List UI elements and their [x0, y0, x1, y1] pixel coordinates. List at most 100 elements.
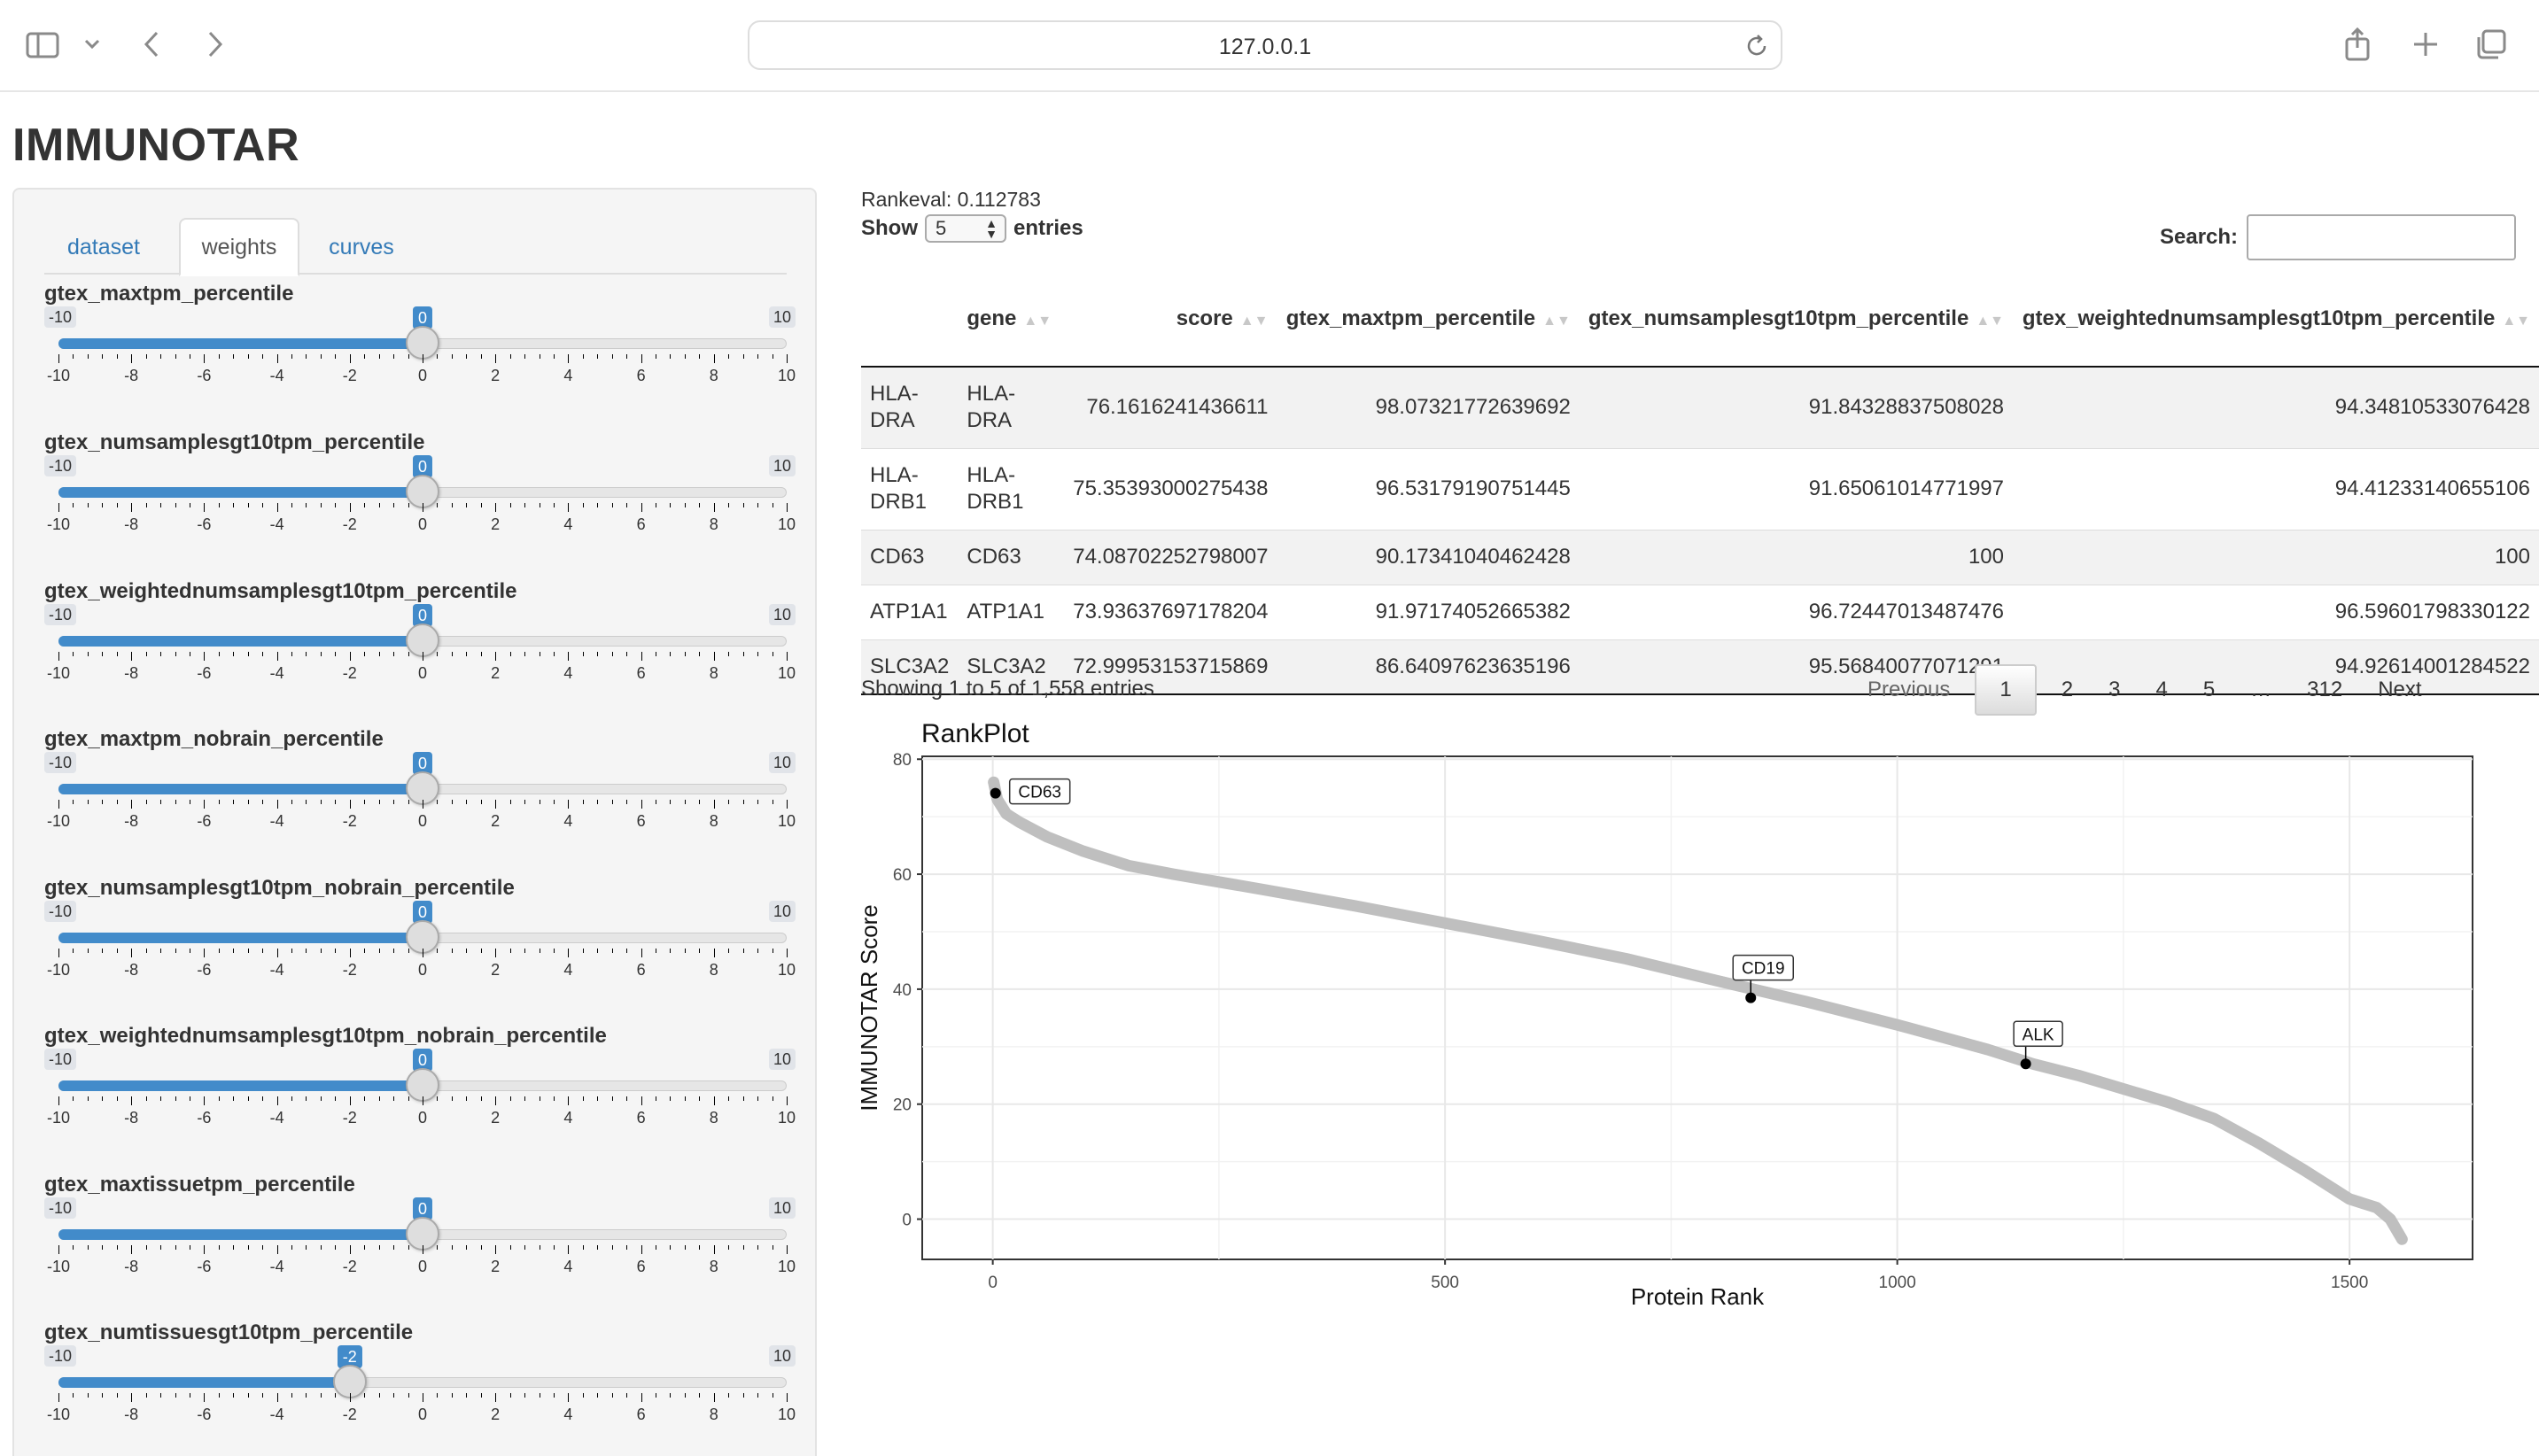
- next-button[interactable]: Next: [2378, 678, 2422, 701]
- slider-tick-label: 10: [777, 1109, 796, 1127]
- tab-dataset[interactable]: dataset: [66, 234, 140, 259]
- slider-minor-tick: [306, 1393, 307, 1398]
- slider-minor-tick: [262, 1096, 264, 1101]
- slider-tick-label: 10: [777, 812, 796, 830]
- slider-minor-tick: [699, 949, 701, 953]
- slider-tick-label: 4: [563, 367, 573, 384]
- page-button-2[interactable]: 2: [2061, 678, 2074, 701]
- slider-tick-label: 8: [709, 515, 718, 533]
- slider-minor-tick: [437, 652, 439, 656]
- reload-icon[interactable]: [1743, 33, 1770, 59]
- slider-fill: [58, 1377, 350, 1388]
- slider-ticks: -10 -8 -6 -4 -2 0 2 4 6 8 10: [47, 949, 796, 984]
- slider-major-tick: [568, 1393, 570, 1402]
- slider-major-tick: [568, 652, 570, 661]
- slider-handle[interactable]: [406, 1217, 439, 1251]
- slider-minor-tick: [466, 354, 468, 359]
- tab-weights[interactable]: weights: [179, 218, 299, 276]
- slider-minor-tick: [480, 1245, 482, 1250]
- slider-handle[interactable]: [406, 1068, 439, 1102]
- new-tab-icon[interactable]: [2410, 28, 2442, 60]
- slider-minor-tick: [116, 1096, 118, 1101]
- table-row[interactable]: CD63 CD63 74.08702252798007 90.173410404624…: [861, 529, 2539, 585]
- slider-minor-tick: [757, 503, 759, 507]
- slider-minor-tick: [364, 1393, 366, 1398]
- highlight-label-box: [1008, 778, 1071, 805]
- slider-handle[interactable]: [406, 920, 439, 954]
- slider-minor-tick: [364, 503, 366, 507]
- slider-tick-label: -8: [124, 367, 139, 384]
- slider-minor-tick: [437, 800, 439, 804]
- slider-major-tick: [568, 1245, 570, 1254]
- highlight-point-cd19: [1745, 992, 1757, 1003]
- slider-ticks: -10 -8 -6 -4 -2 0 2 4 6 8 10: [47, 1393, 796, 1429]
- value-cell: 96.53179190751445: [1277, 447, 1580, 530]
- slider-minor-tick: [728, 503, 730, 507]
- slider-minor-tick: [742, 354, 744, 359]
- page-button-4[interactable]: 4: [2155, 678, 2168, 701]
- page-button-5[interactable]: 5: [2202, 678, 2216, 701]
- slider-minor-tick: [670, 949, 672, 953]
- slider-handle[interactable]: [406, 475, 439, 508]
- search-input[interactable]: [2247, 214, 2517, 260]
- slider-minor-tick: [306, 1096, 307, 1101]
- slider-minor-tick: [597, 652, 599, 656]
- column-header-weightednumsamples[interactable]: gtex_weightednumsamplesgt10tpm_percentil…: [2012, 271, 2539, 368]
- column-header-maxtpm[interactable]: gtex_maxtpm_percentile ▲▼: [1277, 271, 1580, 368]
- slider-tick-label: 4: [563, 812, 573, 830]
- share-icon[interactable]: [2342, 25, 2372, 64]
- back-icon[interactable]: [138, 28, 165, 60]
- slider-value-badge: 0: [412, 604, 433, 627]
- column-header-score[interactable]: score ▲▼: [1061, 271, 1277, 368]
- table-row[interactable]: HLA-DRB1 HLA-DRB1 75.35393000275438 96.5317…: [861, 447, 2539, 530]
- table-row[interactable]: ATP1A1 ATP1A1 73.93637697178204 91.97174052…: [861, 584, 2539, 639]
- address-bar[interactable]: 127.0.0.1: [748, 20, 1782, 70]
- slider-major-tick: [349, 949, 351, 957]
- slider-minor-tick: [291, 503, 293, 507]
- slider-minor-tick: [87, 1096, 89, 1101]
- slider-minor-tick: [553, 949, 555, 953]
- previous-button[interactable]: Previous: [1867, 678, 1951, 701]
- forward-icon[interactable]: [202, 28, 229, 60]
- chevron-down-icon[interactable]: [82, 34, 103, 55]
- slider-minor-tick: [393, 354, 395, 359]
- slider-fill: [58, 1229, 423, 1240]
- table-row[interactable]: HLA-DRA HLA-DRA 76.1616241436611 98.0732177…: [861, 366, 2539, 448]
- slider-minor-tick: [87, 1245, 89, 1250]
- entries-select[interactable]: 5 ▲ ▼: [925, 214, 1006, 243]
- row-name-cell: CD63: [861, 529, 959, 585]
- tabs-overview-icon[interactable]: [2473, 27, 2509, 62]
- sidebar-icon[interactable]: [25, 30, 62, 60]
- column-header-gene[interactable]: gene ▲▼: [958, 271, 1062, 368]
- page-button-3[interactable]: 3: [2108, 678, 2121, 701]
- page-button-312[interactable]: 312: [2307, 678, 2343, 701]
- slider-handle[interactable]: [332, 1365, 367, 1398]
- slider-minor-tick: [670, 800, 672, 804]
- slider-tick-label: -10: [46, 367, 71, 384]
- slider-minor-tick: [145, 1393, 147, 1398]
- slider-minor-tick: [509, 1096, 511, 1101]
- slider-handle[interactable]: [406, 623, 439, 657]
- slider-tick-label: -10: [46, 961, 71, 979]
- slider-major-tick: [58, 949, 59, 957]
- slider-minor-tick: [145, 652, 147, 656]
- slider-handle[interactable]: [406, 326, 439, 360]
- slider-minor-tick: [728, 1393, 730, 1398]
- column-header-rowname[interactable]: [861, 271, 959, 368]
- table-row[interactable]: SLC3A2 SLC3A2 72.99953153715869 86.64097623…: [861, 639, 2539, 695]
- slider-minor-tick: [437, 354, 439, 359]
- tab-curves[interactable]: curves: [329, 234, 394, 259]
- slider-minor-tick: [509, 503, 511, 507]
- page-button-1[interactable]: 1: [1975, 664, 2037, 716]
- slider-minor-tick: [335, 652, 337, 656]
- slider-fill: [58, 933, 423, 943]
- slider-major-tick: [204, 1096, 206, 1105]
- slider-major-tick: [131, 503, 133, 512]
- slider-tick-label: 8: [709, 1406, 718, 1423]
- slider-minor-tick: [73, 354, 74, 359]
- column-header-numsamples[interactable]: gtex_numsamplesgt10tpm_percentile ▲▼: [1579, 271, 2013, 368]
- slider-major-tick: [568, 503, 570, 512]
- chart-title: RankPlot: [921, 719, 1029, 748]
- slider-minor-tick: [102, 1393, 104, 1398]
- slider-minor-tick: [262, 354, 264, 359]
